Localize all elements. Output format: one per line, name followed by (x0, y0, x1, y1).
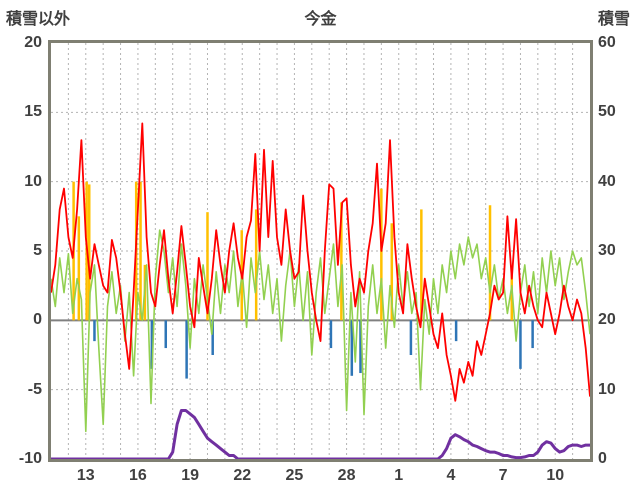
orange-bars-bar (77, 216, 81, 321)
left-axis-tick: 20 (24, 34, 42, 51)
left-axis-tick: 0 (33, 311, 42, 329)
blue-bars-bar (329, 320, 333, 349)
left-axis-tick: 15 (24, 103, 42, 121)
x-axis-tick: 28 (337, 467, 356, 484)
blue-bars-bar (519, 320, 522, 369)
orange-bars-bar (139, 181, 142, 321)
right-axis-tick: 30 (598, 242, 616, 259)
right-axis-tick: 0 (598, 450, 607, 467)
left-axis-tick: -10 (18, 450, 42, 467)
left-axis-tick: 10 (24, 172, 42, 190)
green-line (51, 229, 590, 433)
orange-bars-bar (420, 209, 423, 321)
orange-bars-bar (340, 202, 343, 321)
orange-bars-bar (88, 184, 91, 321)
blue-bars-bar (531, 320, 534, 349)
purple-snow-depth-line (51, 409, 590, 459)
x-axis-tick: 16 (129, 467, 147, 484)
blue-bars-bar (350, 320, 354, 376)
orange-bars-bar (510, 271, 514, 321)
blue-bars-bar (93, 320, 96, 342)
orange-bars-bar (390, 223, 394, 321)
right-axis-tick: 40 (598, 172, 616, 190)
x-axis-tick: 1 (394, 467, 404, 484)
chart-title: 今金 (304, 11, 337, 28)
right-axis-tick: 10 (598, 380, 616, 398)
red-line (51, 122, 590, 402)
blue-bars-bar (185, 320, 188, 379)
x-axis-tick: 4 (446, 467, 456, 484)
left-axis-title: 積雪以外 (6, 11, 71, 28)
x-axis-tick: 10 (546, 467, 565, 484)
right-axis-tick: 20 (598, 311, 616, 329)
x-axis-tick: 25 (285, 467, 304, 484)
blue-bars-bar (359, 320, 362, 374)
blue-bars-bar (454, 320, 458, 342)
right-axis-tick: 50 (598, 103, 616, 121)
orange-bars-bar (206, 212, 209, 321)
x-axis-tick: 22 (233, 467, 252, 484)
blue-bars-bar (150, 320, 154, 369)
left-axis-tick: -5 (27, 380, 42, 398)
blue-bars-bar (164, 320, 168, 349)
blue-bars-bar (409, 320, 413, 355)
orange-bars-bar (254, 209, 258, 321)
x-axis-tick: 13 (76, 467, 95, 484)
x-axis-tick: 19 (181, 467, 199, 484)
blue-bars-bar (211, 320, 214, 355)
orange-bars-bar (488, 205, 492, 321)
x-axis-tick: 7 (498, 467, 508, 484)
plot-area (48, 40, 593, 462)
right-axis-tick: 60 (598, 34, 616, 51)
right-axis-title: 積雪 (597, 11, 630, 28)
left-axis-tick: 5 (33, 242, 42, 259)
orange-bars-bar (380, 188, 383, 321)
chart-canvas (51, 43, 590, 459)
